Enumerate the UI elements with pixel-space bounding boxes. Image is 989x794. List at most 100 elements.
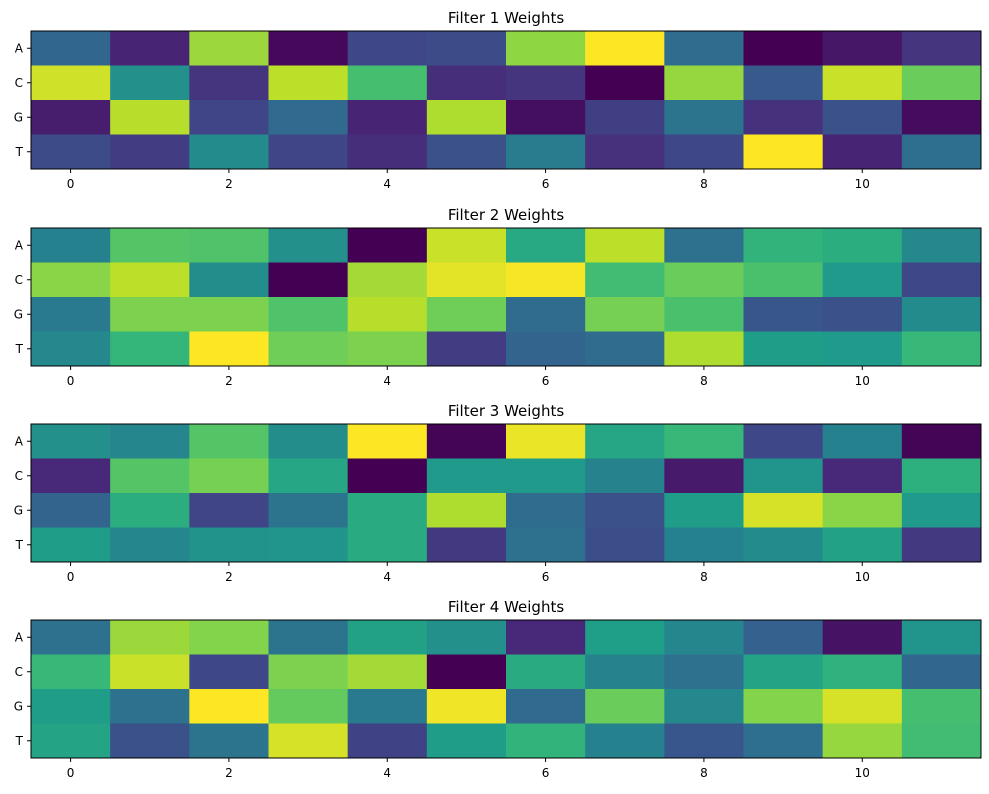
x-tick-label: 8 (700, 766, 708, 780)
heatmap-cell (822, 331, 903, 367)
heatmap-cell (585, 297, 665, 332)
heatmap-cell (426, 527, 507, 563)
x-tick-label: 10 (855, 570, 870, 584)
heatmap-cell (347, 228, 428, 263)
heatmap-cell (110, 331, 190, 367)
y-tick-label: A (15, 41, 24, 55)
heatmap-cell (822, 654, 903, 690)
heatmap-cell (31, 297, 111, 332)
heatmap-cell (585, 458, 665, 494)
heatmap-cell (506, 100, 586, 135)
heatmap-cell (426, 424, 507, 459)
heatmap-cell (506, 493, 586, 528)
heatmap-cell (664, 297, 744, 332)
heatmap-cell (585, 331, 665, 367)
heatmap-cell (901, 424, 982, 459)
heatmap-cell (664, 65, 744, 101)
heatmap-cell (110, 620, 190, 655)
heatmap-cell (110, 262, 190, 298)
x-tick-label: 4 (383, 570, 391, 584)
heatmap-cell (189, 262, 269, 298)
heatmap-cell (110, 228, 190, 263)
heatmap-cell (426, 134, 507, 170)
heatmap-cell (901, 262, 982, 298)
heatmap-cell (347, 527, 428, 563)
x-tick-label: 6 (542, 177, 550, 191)
heatmap-cell (268, 262, 349, 298)
heatmap-cell (506, 458, 586, 494)
panel-title: Filter 3 Weights (448, 402, 564, 420)
heatmap-panel-2: Filter 2 Weights A C G T 0 2 4 6 8 10 (14, 206, 982, 388)
heatmap-cell (743, 65, 824, 101)
heatmap-cell (31, 654, 111, 690)
heatmap-cell (743, 297, 824, 332)
heatmap-cell (506, 689, 586, 724)
heatmap-cell (743, 654, 824, 690)
heatmap-cell (110, 424, 190, 459)
heatmap-cell (31, 134, 111, 170)
heatmap-cell (268, 100, 349, 135)
heatmap-cell (189, 620, 269, 655)
heatmap-cell (664, 654, 744, 690)
heatmap-cell (743, 100, 824, 135)
heatmap-cell (347, 620, 428, 655)
heatmap-cell (31, 65, 111, 101)
heatmap-cell (664, 424, 744, 459)
heatmap-cell (664, 527, 744, 563)
heatmap-cell (347, 65, 428, 101)
heatmap-cell (426, 620, 507, 655)
heatmap-cell (506, 723, 586, 759)
x-tick-label: 6 (542, 374, 550, 388)
heatmap-cell (189, 654, 269, 690)
x-tick-label: 4 (383, 766, 391, 780)
heatmap-cell (506, 424, 586, 459)
heatmap-cell (822, 134, 903, 170)
heatmap-cell (268, 689, 349, 724)
heatmap-cell (743, 458, 824, 494)
heatmap-cell (268, 297, 349, 332)
heatmap-cell (426, 331, 507, 367)
heatmap-cell (268, 620, 349, 655)
x-tick-label: 2 (225, 177, 233, 191)
x-tick-label: 2 (225, 374, 233, 388)
heatmap-cell (743, 493, 824, 528)
y-tick-label: A (15, 630, 24, 644)
x-tick-label: 0 (67, 766, 75, 780)
heatmap-cell (664, 31, 744, 66)
heatmap-cell (743, 331, 824, 367)
heatmap-cell (822, 262, 903, 298)
panel-title: Filter 4 Weights (448, 598, 564, 616)
heatmap-cell (506, 31, 586, 66)
heatmap-cell (110, 297, 190, 332)
y-tick-label: C (15, 469, 23, 483)
heatmap-cell (268, 723, 349, 759)
heatmap-cell (110, 654, 190, 690)
heatmap-cell (743, 527, 824, 563)
heatmap-cell (506, 527, 586, 563)
heatmap-cell (347, 134, 428, 170)
heatmap-cell (664, 493, 744, 528)
heatmap-cell (426, 297, 507, 332)
heatmap-cell (585, 65, 665, 101)
heatmap-cell (822, 100, 903, 135)
heatmap-cell (189, 331, 269, 367)
heatmap-cell (268, 424, 349, 459)
heatmap-cell (426, 65, 507, 101)
heatmap-cell (743, 723, 824, 759)
x-tick-label: 2 (225, 570, 233, 584)
heatmap-cell (31, 100, 111, 135)
heatmap-cell (426, 458, 507, 494)
heatmap-cell (110, 458, 190, 494)
heatmap-cell (506, 654, 586, 690)
heatmap-cell (426, 31, 507, 66)
heatmap-cell (585, 723, 665, 759)
heatmap-cell (664, 458, 744, 494)
heatmap-cell (506, 65, 586, 101)
x-tick-label: 8 (700, 570, 708, 584)
heatmap-cell (189, 689, 269, 724)
y-tick-label: T (15, 538, 24, 552)
heatmap-cell (347, 493, 428, 528)
heatmap-cell (664, 134, 744, 170)
heatmap-cell (506, 262, 586, 298)
